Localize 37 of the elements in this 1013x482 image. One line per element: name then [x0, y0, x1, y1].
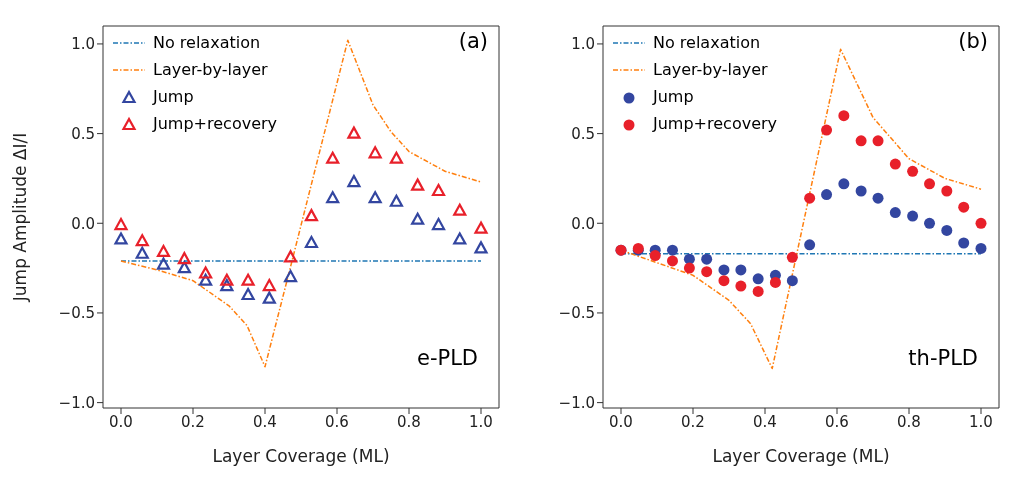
legend-label: No relaxation [653, 32, 761, 54]
y-tick-label: −0.5 [558, 304, 595, 323]
x-tick-label: 0.6 [825, 412, 849, 431]
y-tick-label: 0.0 [71, 214, 95, 233]
legend-label: Jump+recovery [653, 113, 778, 135]
legend-label: Layer-by-layer [153, 59, 268, 81]
x-tick-label: 0.0 [609, 412, 633, 431]
y-tick-label: 1.0 [571, 35, 595, 54]
legend-label: Layer-by-layer [653, 59, 768, 81]
y-tick-label: 0.5 [71, 124, 95, 143]
y-axis-title: Jump Amplitude ΔI/I [10, 132, 31, 303]
y-tick-label: 0.5 [571, 124, 595, 143]
y-tick-label: −1.0 [558, 393, 595, 412]
legend-label: Jump+recovery [153, 113, 278, 135]
x-axis-title: Layer Coverage (ML) [712, 446, 890, 466]
x-tick-label: 0.0 [109, 412, 133, 431]
x-tick-label: 0.8 [397, 412, 421, 431]
x-tick-label: 0.2 [681, 412, 705, 431]
y-tick-label: 0.0 [571, 214, 595, 233]
x-tick-label: 1.0 [469, 412, 493, 431]
legend-label: No relaxation [153, 32, 261, 54]
x-tick-label: 0.4 [753, 412, 777, 431]
x-tick-label: 0.6 [325, 412, 349, 431]
x-tick-label: 0.4 [253, 412, 277, 431]
x-axis-title: Layer Coverage (ML) [212, 446, 390, 466]
annotation: (a) [458, 29, 488, 53]
y-tick-label: −1.0 [58, 393, 95, 412]
annotation: th-PLD [908, 346, 978, 370]
annotation: e-PLD [416, 346, 478, 370]
x-tick-label: 0.8 [897, 412, 921, 431]
y-tick-label: −0.5 [58, 304, 95, 323]
annotation: (b) [958, 29, 988, 53]
x-tick-label: 1.0 [969, 412, 993, 431]
x-tick-label: 0.2 [181, 412, 205, 431]
y-tick-label: 1.0 [71, 35, 95, 54]
legend-label: Jump [653, 86, 694, 108]
legend-label: Jump [153, 86, 194, 108]
